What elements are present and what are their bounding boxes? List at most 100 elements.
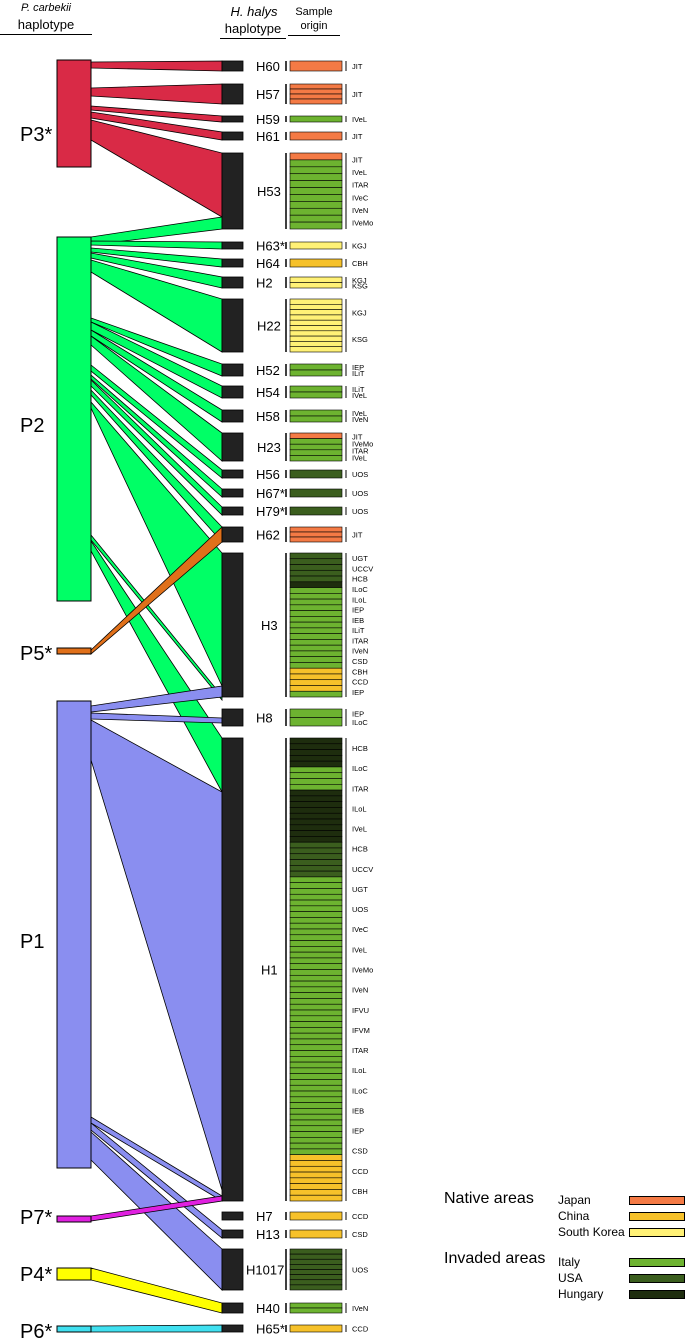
sample-h1-usa (289, 865, 343, 872)
sample-h3-usa (289, 564, 343, 571)
sample-h67-usa (289, 488, 343, 498)
hh-box-h8 (221, 708, 244, 727)
origin-code-h1-7: UGT (352, 885, 368, 894)
sample-h52-italy (289, 369, 343, 377)
sample-h1-italy (289, 1061, 343, 1069)
sample-h53-italy (289, 207, 343, 216)
hh-label-h1017: H1017 (246, 1263, 284, 1278)
pc-label-p2: P2 (20, 415, 44, 437)
sample-h59-italy (289, 115, 343, 123)
origin-code-h3-11: CBH (352, 667, 368, 676)
sample-h1-china (289, 1160, 343, 1167)
hh-box-h60 (221, 60, 244, 72)
sample-h1-italy (289, 1027, 343, 1034)
sample-h3-italy (289, 616, 343, 623)
sample-h1-china (289, 1154, 343, 1161)
origin-code-h64-0: CBH (352, 259, 368, 268)
sample-h53-italy (289, 159, 343, 168)
sample-h65-china (289, 1324, 343, 1333)
hh-box-h56 (221, 469, 244, 479)
sample-h8-italy (289, 708, 343, 718)
sample-h1-china (289, 1189, 343, 1196)
sample-h3-italy (289, 644, 343, 652)
sample-h57-japan (289, 93, 343, 100)
origin-code-h1-9: IVeC (352, 925, 369, 934)
origin-code-h1-4: IVeL (352, 825, 367, 834)
origin-code-h2-0: KGJ (352, 276, 367, 285)
sample-h54-italy (289, 385, 343, 393)
sample-h1-italy (289, 998, 343, 1005)
sample-h1-hungary (289, 755, 343, 762)
origin-code-h67-0: UOS (352, 489, 368, 498)
sample-h22-south-korea (289, 346, 343, 353)
sample-h22-south-korea (289, 298, 343, 305)
origin-code-h1-10: IVeL (352, 945, 367, 954)
hh-label-h56: H56 (256, 467, 280, 482)
hh-label-h22: H22 (257, 319, 281, 334)
hh-label-h65: H65* (256, 1322, 285, 1337)
sample-h1-italy (289, 980, 343, 988)
sample-h3-china (289, 679, 343, 686)
sample-h1-italy (289, 1137, 343, 1144)
legend-native-title: Native areas (444, 1190, 534, 1207)
sample-h1-italy (289, 772, 343, 779)
origin-code-h3-1: UCCV (352, 564, 373, 573)
origin-code-h3-9: IVeN (352, 647, 368, 656)
sample-h1-italy (289, 911, 343, 918)
sample-h3-china (289, 673, 343, 681)
sample-h53-italy (289, 214, 343, 223)
origin-code-h23-1: IVeMo (352, 440, 373, 449)
sample-h3-italy (289, 598, 343, 606)
hh-header-line1: H. halys (230, 4, 278, 19)
origin-code-h1-21: CCD (352, 1167, 369, 1176)
origin-code-h58-0: IVeL (352, 409, 367, 418)
origin-code-h3-12: CCD (352, 678, 369, 687)
hh-box-h53 (221, 152, 244, 230)
legend-swatch-china (629, 1212, 685, 1221)
origin-code-h3-3: ILoC (352, 585, 368, 594)
sample-h1-usa (289, 870, 343, 878)
sample-h1017-usa (289, 1258, 343, 1265)
hh-box-h62 (221, 526, 244, 543)
origin-code-h61-0: JIT (352, 132, 363, 141)
origin-code-h1-3: ILoL (352, 804, 367, 813)
so-header-line2: origin (288, 20, 340, 36)
sample-h53-japan (289, 152, 343, 161)
hh-label-h53: H53 (257, 184, 281, 199)
origin-code-h8-1: ILoC (352, 718, 368, 727)
sample-h3-hungary (289, 581, 343, 588)
legend-swatch-usa (629, 1274, 685, 1283)
sample-h1017-usa (289, 1284, 343, 1291)
origin-code-h40-0: IVeN (352, 1304, 368, 1313)
sample-h1-italy (289, 1102, 343, 1109)
sample-h1-italy (289, 986, 343, 993)
origin-code-h62-0: JIT (352, 531, 363, 540)
hh-header-line2: haplotype (220, 21, 286, 39)
sample-h1-italy (289, 1050, 343, 1057)
legend-label-south-korea: South Korea (558, 1225, 625, 1239)
sample-h40-italy (289, 1307, 343, 1314)
link-p4-to-h40 (90, 1267, 223, 1314)
origin-code-h1-16: ILoL (352, 1066, 367, 1075)
hh-box-h3 (221, 552, 244, 698)
sample-h7-china (289, 1211, 343, 1221)
sample-h1-hungary (289, 789, 343, 797)
sample-h1-china (289, 1194, 343, 1202)
sample-h1-hungary (289, 812, 343, 820)
origin-code-h53-1: IVeL (352, 168, 367, 177)
hh-box-h2 (221, 276, 244, 289)
hh-box-h67 (221, 488, 244, 498)
sample-h22-south-korea (289, 335, 343, 342)
pc-label-p5: P5* (20, 643, 52, 665)
origin-code-h22-1: KSG (352, 335, 368, 344)
sample-h3-italy (289, 593, 343, 600)
sample-h3-italy (289, 656, 343, 663)
origin-code-h54-1: IVeL (352, 391, 367, 400)
sample-origin-layer: JITJITIVeLJITJITIVeLITARIVeCIVeNIVeMoKGJ… (289, 60, 373, 1334)
sample-h1-italy (289, 1142, 343, 1150)
sample-h1-usa (289, 853, 343, 860)
origin-code-h60-0: JIT (352, 62, 363, 71)
sample-h61-japan (289, 131, 343, 141)
sample-h1-italy (289, 1084, 343, 1092)
